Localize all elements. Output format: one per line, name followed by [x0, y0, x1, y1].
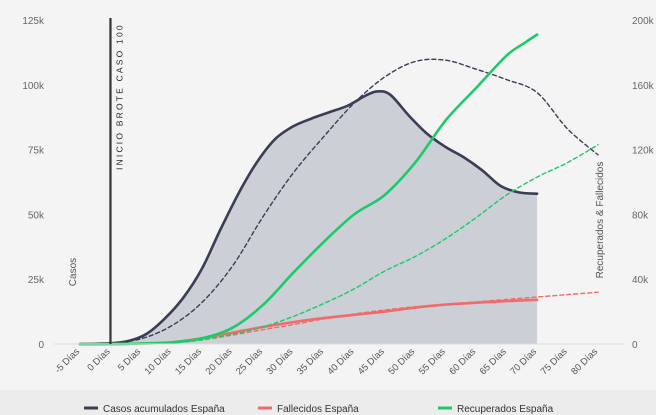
x-tick-label: -5 Días	[53, 346, 83, 376]
legend-item[interactable]: Recuperados España	[438, 404, 554, 415]
series-line-5	[79, 144, 599, 345]
legend-background	[0, 390, 656, 415]
y-left-tick-label: 100k	[22, 81, 45, 92]
x-tick-label: 5 Días	[116, 346, 143, 373]
x-tick-label: 80 Días	[569, 346, 600, 377]
y-left-tick-label: 0	[38, 340, 44, 351]
y-left-tick-label: 25k	[28, 275, 45, 286]
x-tick-label: 40 Días	[325, 346, 356, 377]
y-left-tick-label: 75k	[28, 146, 45, 157]
legend-item[interactable]: Fallecidos España	[258, 404, 359, 415]
y-right-axis-title: Recuperados & Fallecidos	[595, 162, 606, 279]
y-right-tick-label: 80k	[632, 210, 649, 221]
x-tick-label: 30 Días	[264, 346, 295, 377]
y-left-tick-label: 125k	[22, 16, 45, 27]
y-left-axis-title: Casos	[68, 258, 79, 286]
series-line-4	[78, 33, 539, 346]
x-tick-label: 50 Días	[386, 346, 417, 377]
legend-label: Recuperados España	[457, 404, 554, 415]
x-tick-label: 0 Días	[85, 346, 112, 373]
legend[interactable]: Casos acumulados España Fallecidos España…	[84, 404, 554, 415]
x-tick-label: 15 Días	[173, 346, 204, 377]
series-line-0	[78, 89, 539, 346]
plot-layers	[78, 33, 599, 346]
legend-item[interactable]: Casos acumulados España	[84, 404, 225, 415]
x-tick-label: 65 Días	[478, 346, 509, 377]
x-tick-label: 25 Días	[234, 346, 265, 377]
legend-label: Fallecidos España	[277, 404, 359, 415]
x-tick-label: 70 Días	[508, 346, 539, 377]
y-axis-left: 0 25k 50k 75k 100k 125k Casos	[22, 16, 79, 351]
y-right-tick-label: 160k	[632, 81, 655, 92]
x-tick-label: 35 Días	[295, 346, 326, 377]
y-right-tick-label: 40k	[632, 275, 649, 286]
y-right-tick-label: 120k	[632, 146, 655, 157]
annotation-label: INICIO BROTE CASO 100	[114, 23, 124, 170]
x-axis: -5 Días 0 Días 5 Días 10 Días 15 Días 20 Días…	[53, 343, 624, 377]
x-tick-label: 45 Días	[356, 346, 387, 377]
series-area-0	[80, 91, 538, 344]
x-tick-label: 55 Días	[417, 346, 448, 377]
x-tick-label: 20 Días	[204, 346, 235, 377]
x-tick-label: 60 Días	[447, 346, 478, 377]
y-right-tick-label: 0	[632, 340, 638, 351]
annotations: INICIO BROTE CASO 100	[109, 18, 124, 344]
series-line-3	[79, 291, 599, 345]
series-line-1	[79, 58, 599, 345]
x-tick-label: 10 Días	[143, 346, 174, 377]
legend-label: Casos acumulados España	[103, 404, 225, 415]
y-left-tick-label: 50k	[28, 210, 45, 221]
x-tick-label: 75 Días	[539, 346, 570, 377]
y-right-tick-label: 200k	[632, 16, 655, 27]
y-axis-right: 0 40k 80k 120k 160k 200k Recuperados & Falleci…	[595, 16, 655, 351]
